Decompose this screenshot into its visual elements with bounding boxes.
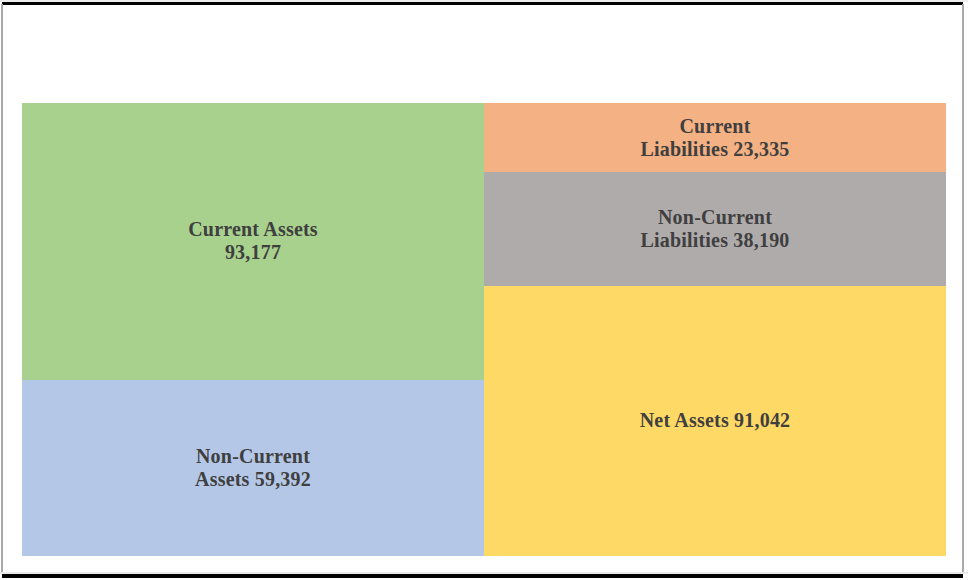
label-line: Liabilities 38,190	[640, 229, 789, 251]
label-line: Non-Current	[658, 206, 772, 228]
segment-non-current-assets: Non-CurrentAssets 59,392	[22, 380, 484, 556]
document-page: Current Assets93,177Non-CurrentAssets 59…	[0, 0, 968, 580]
segment-label-net-assets: Net Assets 91,042	[640, 409, 791, 432]
label-line: Current Assets	[188, 218, 318, 240]
segment-label-current-assets: Current Assets93,177	[188, 218, 318, 264]
balance-sheet-chart: Current Assets93,177Non-CurrentAssets 59…	[22, 103, 946, 556]
label-line: Assets 59,392	[195, 468, 311, 490]
column-liabilities-and-net-assets: CurrentLiabilities 23,335Non-CurrentLiab…	[484, 103, 946, 556]
segment-label-non-current-liabilities: Non-CurrentLiabilities 38,190	[640, 206, 789, 252]
segment-net-assets: Net Assets 91,042	[484, 286, 946, 556]
segment-non-current-liabilities: Non-CurrentLiabilities 38,190	[484, 172, 946, 285]
segment-current-assets: Current Assets93,177	[22, 103, 484, 380]
page-bottom-rule	[2, 574, 963, 578]
column-assets: Current Assets93,177 Non-CurrentAssets 59…	[22, 103, 484, 556]
label-line: Current	[679, 115, 750, 137]
segment-label-non-current-assets: Non-CurrentAssets 59,392	[195, 445, 311, 491]
label-line: 93,177	[225, 241, 281, 263]
label-line: Non-Current	[196, 445, 310, 467]
page-left-rule	[1, 4, 3, 574]
page-top-rule	[2, 2, 963, 5]
segment-label-current-liabilities: CurrentLiabilities 23,335	[640, 115, 789, 161]
label-line: Net Assets 91,042	[640, 409, 791, 431]
page-right-rule	[962, 4, 964, 574]
label-line: Liabilities 23,335	[640, 138, 789, 160]
segment-current-liabilities: CurrentLiabilities 23,335	[484, 103, 946, 172]
